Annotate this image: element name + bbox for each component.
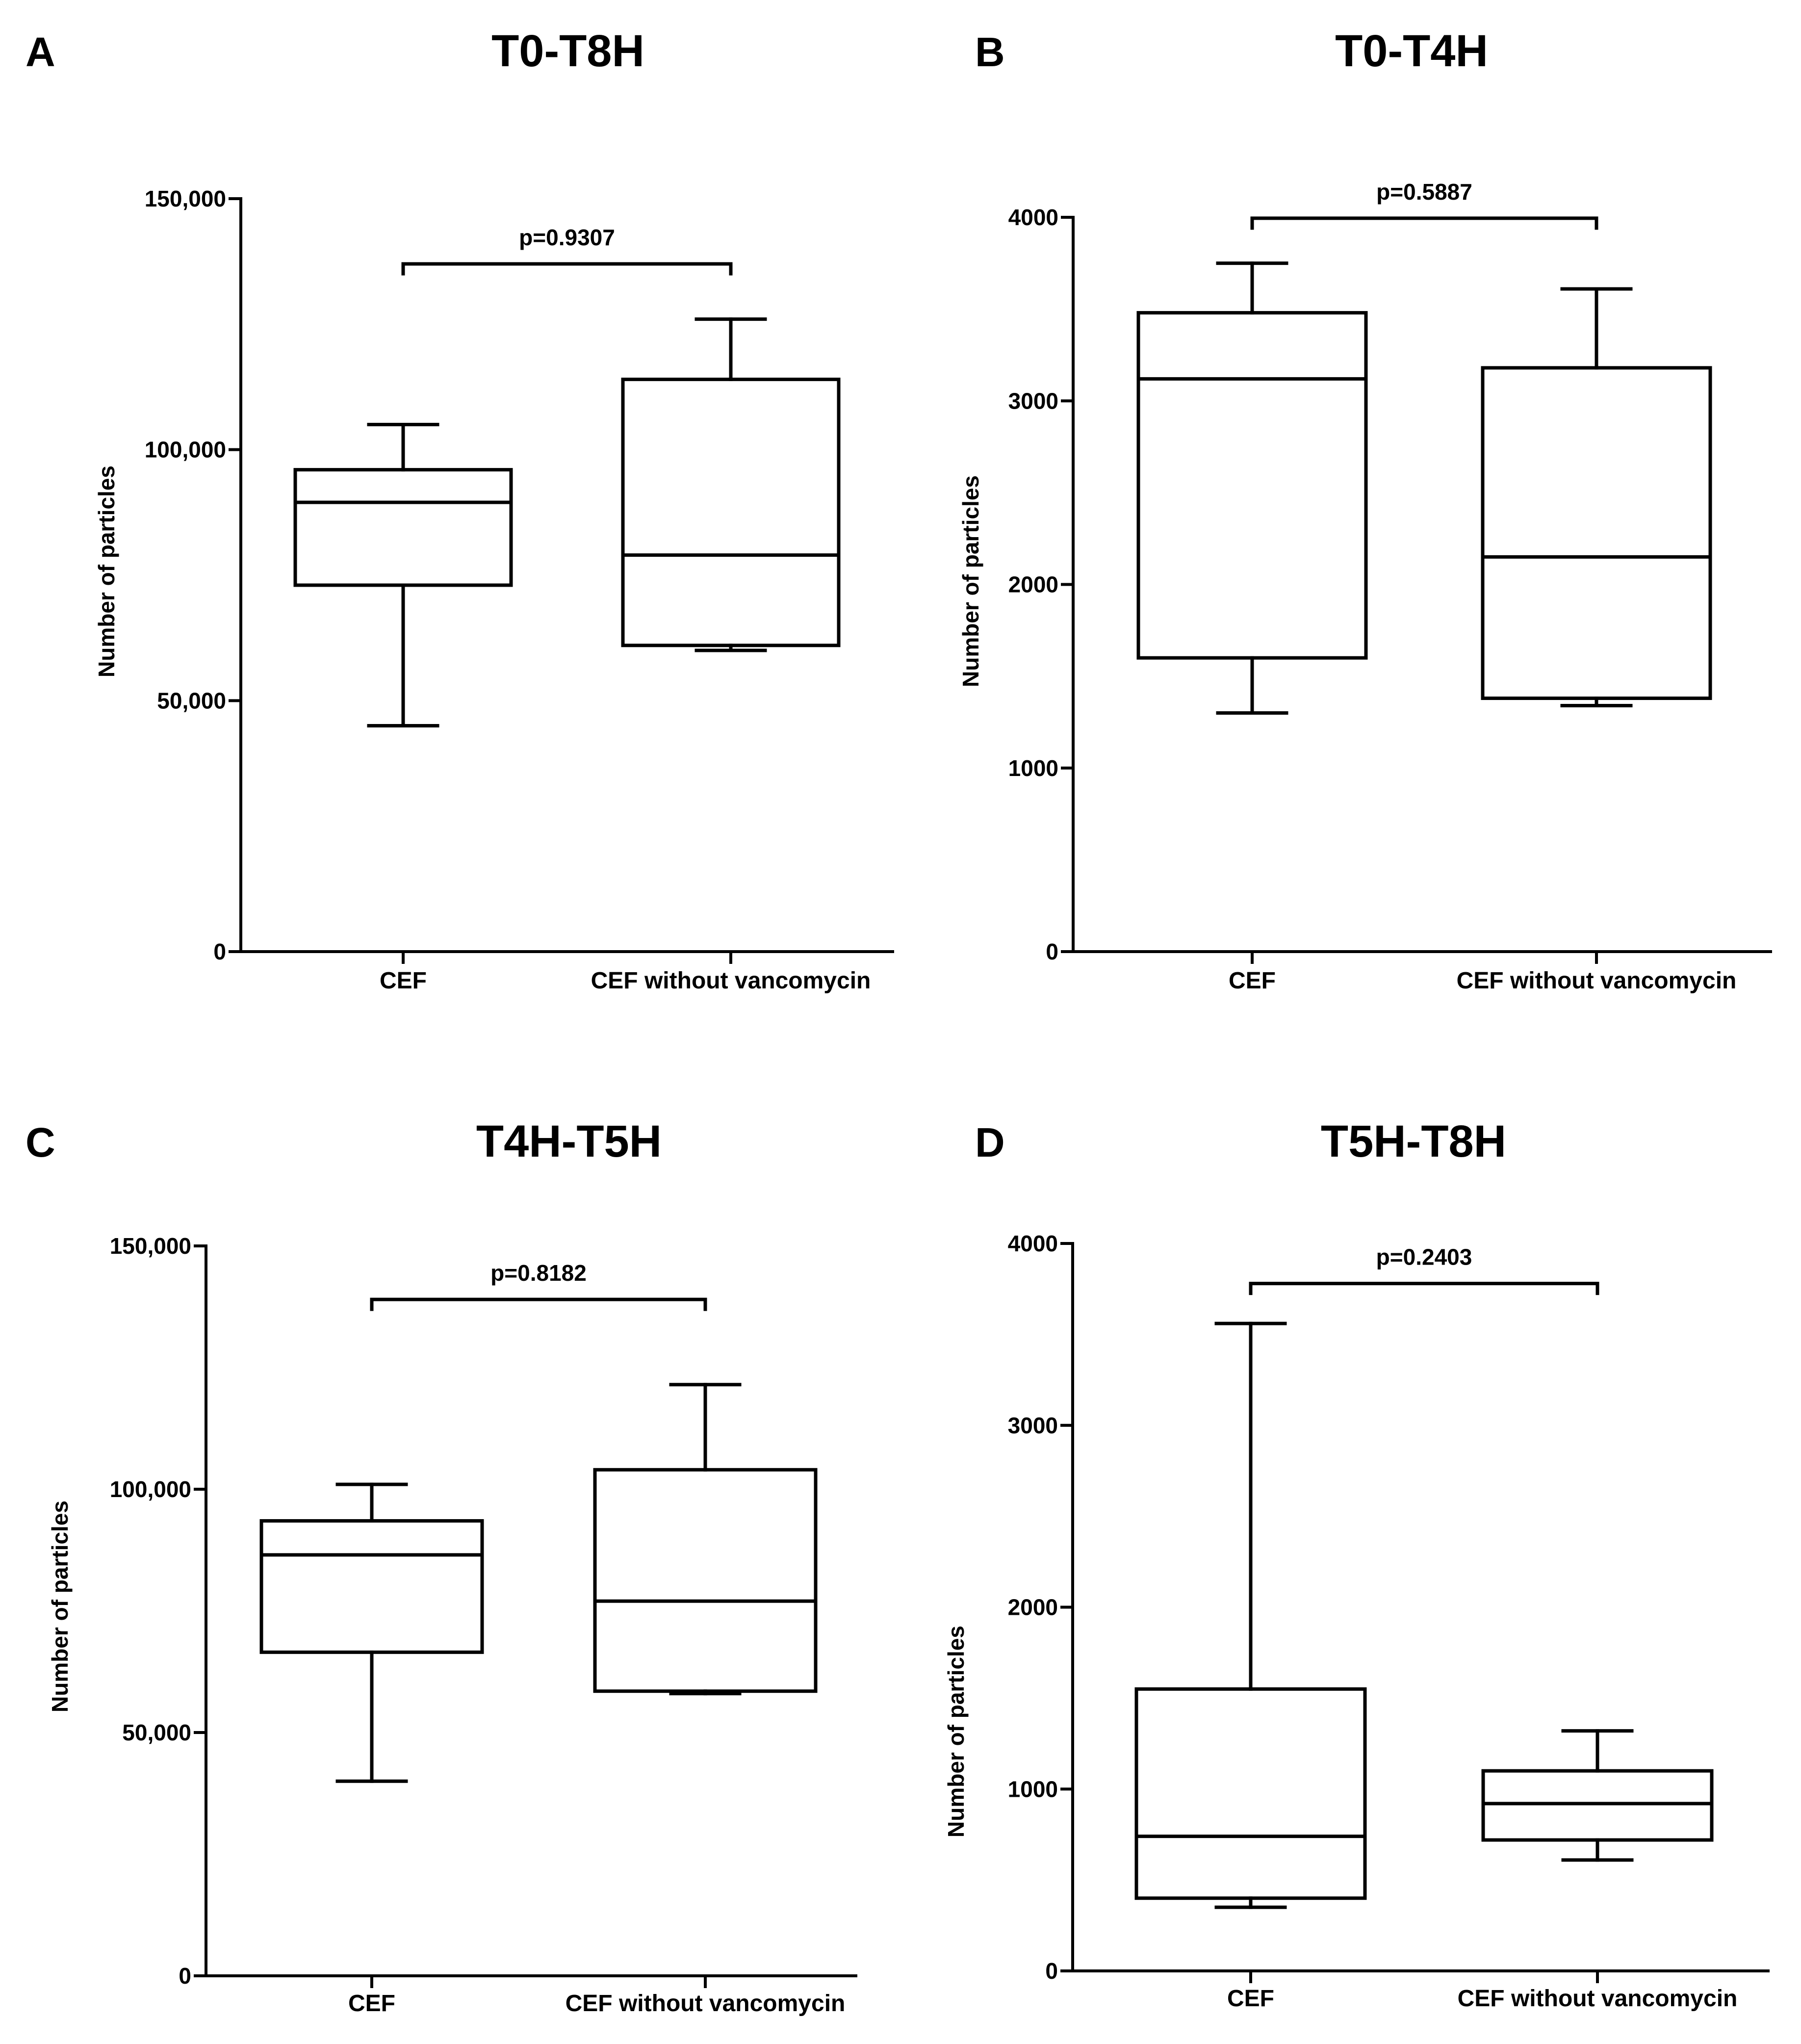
- y-tick-label: 2000: [1008, 1595, 1058, 1620]
- y-tick-label: 4000: [1008, 1231, 1058, 1256]
- y-tick-label: 50,000: [157, 688, 226, 713]
- significance-bracket: [401, 262, 733, 276]
- y-axis-label: Number of particles: [47, 1501, 73, 1712]
- p-value-label: p=0.9307: [519, 225, 615, 250]
- significance-bracket: [1250, 216, 1598, 230]
- box-cef-without-vancomycin: [621, 317, 841, 652]
- y-tick-label: 3000: [1008, 1413, 1058, 1438]
- box-cef: [1134, 1321, 1367, 1909]
- panel-c: C T4H-T5H 0 50,000 100,000 150,000 Number of p…: [26, 1116, 857, 2017]
- iqr-box: [1481, 1769, 1714, 1842]
- p-value-label: p=0.8182: [490, 1260, 587, 1286]
- panel-letter: C: [26, 1119, 55, 1165]
- y-axis-label: Number of particles: [958, 475, 983, 687]
- y-axis-label: Number of particles: [94, 466, 119, 677]
- x-tick-label: CEF without vancomycin: [566, 1991, 846, 2017]
- significance-bracket: [370, 1297, 707, 1311]
- x-tick-label: CEF without vancomycin: [1457, 968, 1737, 994]
- y-tick-label: 0: [1046, 939, 1058, 964]
- y-tick-label: 0: [179, 1963, 191, 1989]
- x-tick-label: CEF without vancomycin: [1458, 1986, 1738, 2012]
- y-tick-label: 150,000: [145, 186, 226, 211]
- x-tick-label: CEF: [1229, 968, 1276, 994]
- chart-title: T5H-T8H: [1321, 1116, 1506, 1166]
- y-tick-label: 4000: [1008, 205, 1058, 230]
- box-cef: [293, 423, 513, 727]
- box-cef-without-vancomycin: [1481, 287, 1712, 708]
- x-tick-label: CEF: [1227, 1986, 1274, 2012]
- panel-letter: A: [26, 29, 55, 75]
- y-axis-label: Number of particles: [943, 1626, 969, 1837]
- chart-title: T0-T8H: [491, 26, 644, 76]
- iqr-box: [1481, 366, 1712, 700]
- y-tick-label: 1000: [1008, 755, 1058, 781]
- y-tick-label: 150,000: [110, 1233, 191, 1259]
- y-tick-label: 100,000: [145, 437, 226, 463]
- box-cef: [1136, 261, 1368, 715]
- iqr-box: [593, 1468, 818, 1693]
- iqr-box: [1136, 311, 1368, 660]
- y-tick-label: 0: [1045, 1958, 1058, 1984]
- panel-b: B T0-T4H 0 1000 2000 3000 4000 Number of partic…: [958, 26, 1772, 994]
- iqr-box: [259, 1519, 484, 1654]
- x-tick-label: CEF without vancomycin: [591, 968, 871, 994]
- x-tick-label: CEF: [380, 968, 427, 994]
- iqr-box: [1134, 1687, 1367, 1900]
- y-tick-label: 2000: [1008, 572, 1058, 597]
- panel-a: A T0-T8H 0 50,000 100,000 150,000 Number of pa…: [26, 26, 894, 994]
- box-cef-without-vancomycin: [1481, 1729, 1714, 1862]
- p-value-label: p=0.2403: [1376, 1244, 1472, 1270]
- y-tick-label: 50,000: [122, 1720, 191, 1745]
- box-cef-without-vancomycin: [593, 1383, 818, 1696]
- chart-title: T0-T4H: [1335, 26, 1488, 76]
- p-value-label: p=0.5887: [1376, 179, 1472, 205]
- box-cef: [259, 1482, 484, 1783]
- iqr-box: [293, 468, 513, 587]
- panel-letter: B: [975, 29, 1005, 75]
- y-tick-label: 1000: [1008, 1776, 1058, 1802]
- y-tick-label: 100,000: [110, 1476, 191, 1502]
- y-tick-label: 3000: [1008, 388, 1058, 414]
- chart-title: T4H-T5H: [476, 1116, 662, 1166]
- panel-d: D T5H-T8H 0 1000 2000 3000 4000 Number of parti…: [943, 1116, 1770, 2012]
- panel-letter: D: [975, 1119, 1005, 1165]
- iqr-box: [621, 377, 841, 647]
- x-tick-label: CEF: [348, 1991, 395, 2017]
- significance-bracket: [1249, 1282, 1599, 1295]
- y-tick-label: 0: [213, 939, 226, 964]
